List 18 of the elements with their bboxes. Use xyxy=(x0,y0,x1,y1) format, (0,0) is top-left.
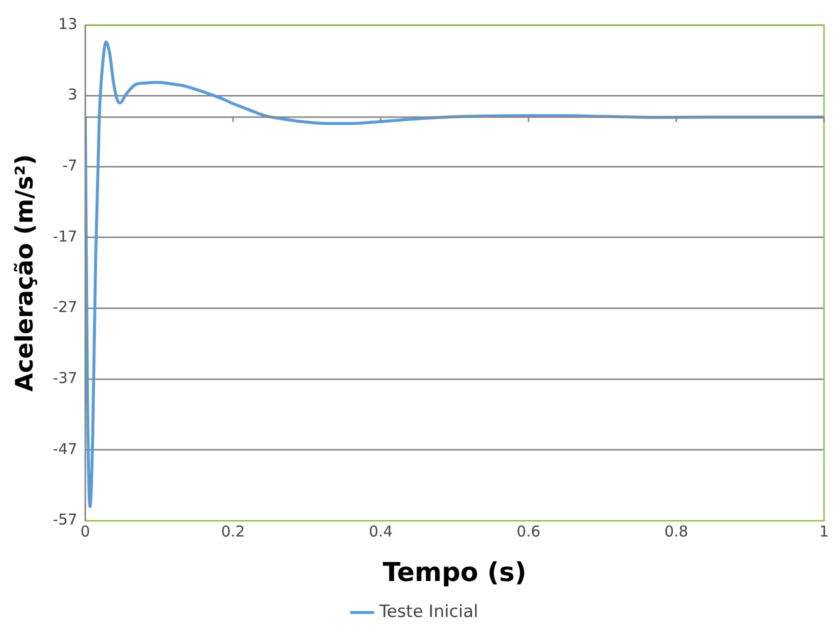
x-tick-label: 1 xyxy=(819,522,829,541)
y-tick-label: -7 xyxy=(62,156,78,175)
x-axis-title: Tempo (s) xyxy=(382,558,527,588)
y-tick-label: 13 xyxy=(58,14,78,33)
line-series xyxy=(85,40,824,508)
y-axis-title: Aceleração (m/s²) xyxy=(10,154,39,392)
y-tick-label: -37 xyxy=(52,369,78,388)
y-tick-label: -57 xyxy=(52,510,78,529)
x-tick-label: 0.6 xyxy=(516,522,540,541)
legend-label: Teste Inicial xyxy=(378,602,478,622)
y-tick-label: -27 xyxy=(52,298,78,316)
x-tick-label: 0 xyxy=(80,522,90,541)
x-tick-label: 0.4 xyxy=(368,522,393,541)
y-tick-label: 3 xyxy=(68,86,78,104)
x-tick-label: 0.2 xyxy=(221,522,245,541)
y-tick-label: -17 xyxy=(52,227,78,246)
x-tick-label: 0.8 xyxy=(664,522,688,541)
y-tick-label: -47 xyxy=(52,440,78,458)
